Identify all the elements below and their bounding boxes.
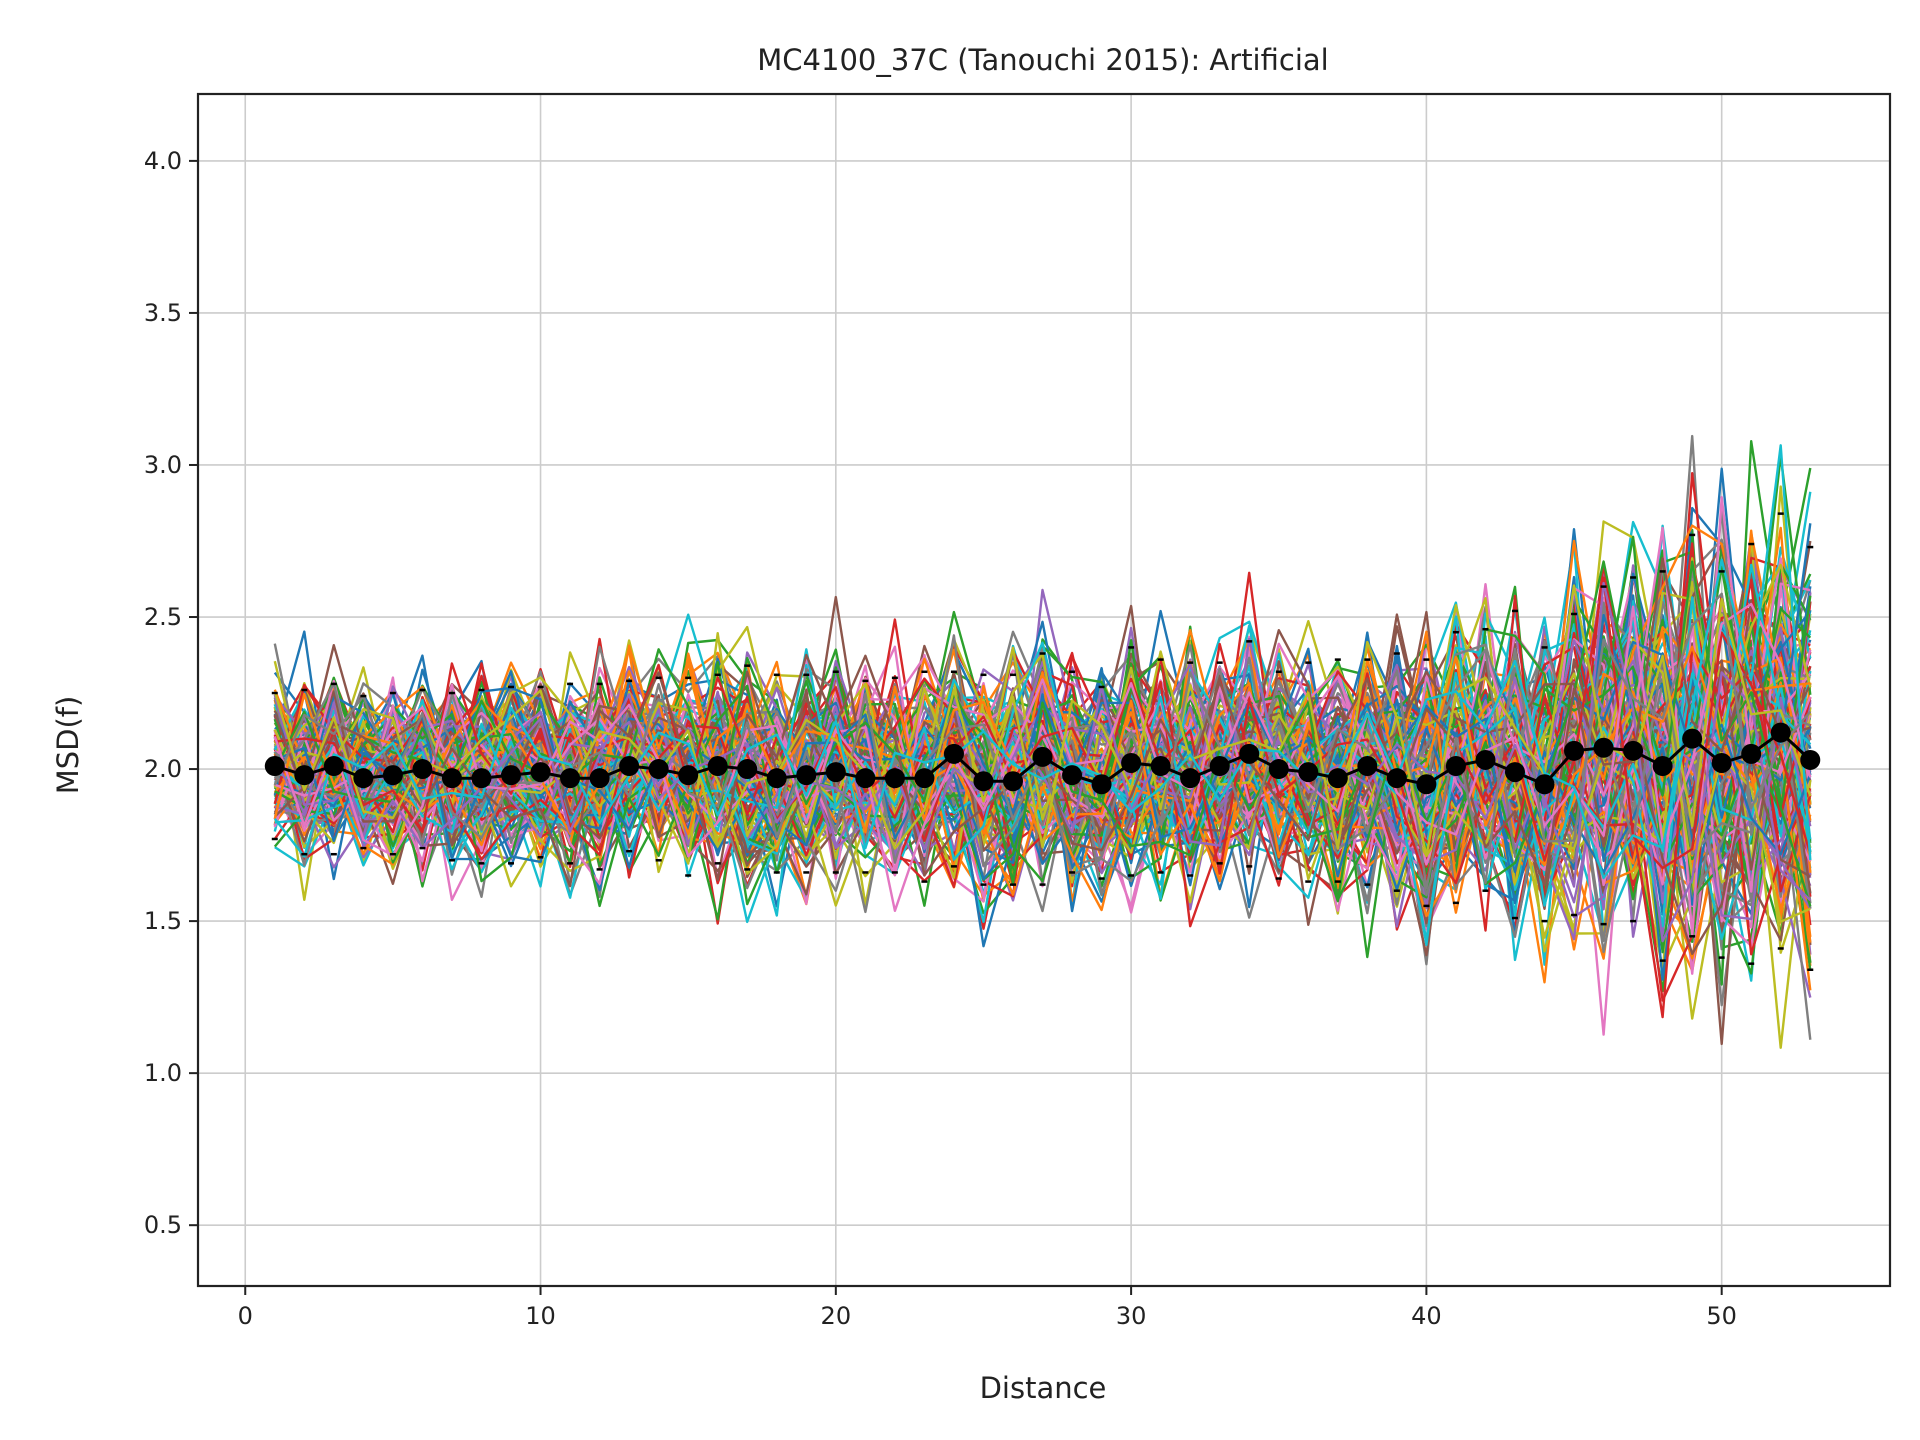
mean-point [855, 768, 876, 789]
y-tick-label: 2.0 [144, 755, 182, 783]
mean-point [1298, 762, 1319, 783]
mean-point [1386, 768, 1407, 789]
mean-point [707, 756, 728, 777]
mean-point [501, 765, 522, 786]
x-axis-title: Distance [980, 1371, 1107, 1405]
mean-point [1357, 756, 1378, 777]
mean-point [441, 768, 462, 789]
mean-point [737, 759, 758, 780]
mean-point [1475, 749, 1496, 770]
sample-trace-line [273, 584, 1812, 858]
mean-point [1534, 774, 1555, 795]
mean-point [1327, 768, 1348, 789]
plot-area-frame [196, 92, 1892, 1288]
mean-point [530, 762, 551, 783]
mean-point [471, 768, 492, 789]
mean-point [1091, 774, 1112, 795]
mean-point [1652, 756, 1673, 777]
mean-point [914, 768, 935, 789]
y-tick-label: 1.0 [144, 1059, 182, 1087]
chart-title: MC4100_37C (Tanouchi 2015): Artificial [757, 43, 1328, 77]
y-tick-label: 3.0 [144, 451, 182, 479]
x-tick-label: 20 [821, 1302, 852, 1330]
mean-point [353, 768, 374, 789]
mean-point [1180, 768, 1201, 789]
sample-trace-line [273, 581, 1812, 943]
x-tick-label: 0 [238, 1302, 253, 1330]
mean-point [1150, 756, 1171, 777]
mean-point [619, 756, 640, 777]
mean-point [973, 771, 994, 792]
mean-point [1504, 762, 1525, 783]
mean-point [1239, 743, 1260, 764]
mean-point [648, 759, 669, 780]
mean-point [264, 756, 285, 777]
x-tick-label: 30 [1116, 1302, 1147, 1330]
mean-point [1711, 752, 1732, 773]
sample-trace-line [274, 640, 1812, 905]
mean-point [825, 762, 846, 783]
mean-point [766, 768, 787, 789]
sample-trace-line [274, 638, 1811, 923]
mean-point [1623, 740, 1644, 761]
mean-point [1593, 737, 1614, 758]
mean-point [1268, 759, 1289, 780]
mean-point [1770, 722, 1791, 743]
mean-point [589, 768, 610, 789]
mean-point [1682, 728, 1703, 749]
y-axis-title: MSD(f) [51, 696, 85, 795]
mean-point [1062, 765, 1083, 786]
y-tick-label: 0.5 [144, 1211, 182, 1239]
y-tick-label: 4.0 [144, 147, 182, 175]
mean-point [1741, 743, 1762, 764]
x-tick-label: 50 [1706, 1302, 1737, 1330]
mean-point [1209, 756, 1230, 777]
mean-point [1800, 749, 1821, 770]
x-tick-label: 10 [525, 1302, 556, 1330]
mean-point [1032, 746, 1053, 767]
y-tick-label: 2.5 [144, 603, 182, 631]
sample-trace-line [273, 602, 1812, 912]
mean-point [1564, 740, 1585, 761]
mean-point [412, 759, 433, 780]
mean-series [264, 722, 1821, 795]
sample-trace-line [274, 524, 1812, 871]
mean-point [796, 765, 817, 786]
percentile-band-markers [271, 512, 1814, 972]
mean-point [1002, 771, 1023, 792]
mean-point [884, 768, 905, 789]
axis-ticks: 0 10 20 30 40 50 0.5 1.0 1.5 2.0 2.5 3.0 3.5 4.0 [144, 147, 1737, 1330]
mean-point [294, 765, 315, 786]
mean-point [382, 765, 403, 786]
mean-point [1445, 756, 1466, 777]
mean-point [1416, 774, 1437, 795]
x-tick-label: 40 [1411, 1302, 1442, 1330]
mean-point [943, 743, 964, 764]
mean-point [560, 768, 581, 789]
mean-point [678, 765, 699, 786]
mean-point [1121, 752, 1142, 773]
y-tick-label: 3.5 [144, 299, 182, 327]
sample-trace-line [273, 560, 1812, 907]
mean-point [323, 756, 344, 777]
y-tick-label: 1.5 [144, 907, 182, 935]
sample-trace-line [273, 444, 1812, 880]
